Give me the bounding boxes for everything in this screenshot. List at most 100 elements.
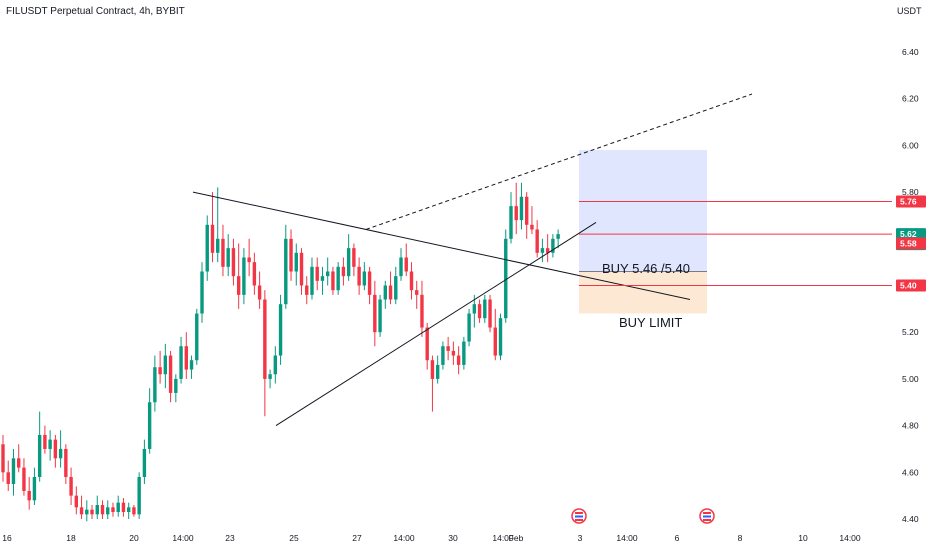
candle — [456, 346, 461, 375]
candle — [346, 234, 351, 281]
candle-body — [195, 313, 199, 361]
candle — [6, 460, 10, 491]
candle-body — [315, 266, 319, 281]
candle-body — [336, 266, 340, 291]
candle — [467, 308, 471, 347]
candle — [179, 336, 183, 384]
candle — [394, 266, 398, 305]
candle — [373, 280, 377, 347]
x-tick-label: 20 — [129, 533, 139, 543]
candle-body — [252, 262, 257, 286]
candle — [142, 439, 147, 484]
candle-body — [467, 313, 471, 342]
candle — [310, 257, 314, 300]
candle — [530, 206, 534, 235]
y-tick-label: 4.80 — [902, 421, 919, 431]
candle — [336, 262, 340, 295]
candle-body — [504, 238, 508, 319]
candle — [498, 313, 503, 361]
event-flag-stripe — [575, 512, 583, 514]
candle-body — [409, 271, 414, 291]
candle — [252, 252, 257, 295]
candle-body — [69, 476, 73, 496]
candle-body — [106, 507, 110, 515]
buy-annotation: BUY 5.46 /5.40 — [602, 261, 690, 276]
candle-body — [441, 346, 445, 365]
x-tick-label: 6 — [675, 533, 680, 543]
candle — [37, 411, 42, 482]
candle-body — [79, 507, 84, 515]
candle-body — [100, 504, 105, 515]
candle — [352, 243, 356, 277]
candle — [430, 355, 435, 412]
candle-body — [477, 304, 482, 319]
candle — [90, 504, 94, 519]
candle — [525, 192, 529, 239]
candle-body — [346, 248, 351, 277]
candle-body — [6, 472, 10, 484]
x-tick-label: 3 — [578, 533, 583, 543]
candle-body — [530, 224, 534, 230]
candle-body — [462, 341, 466, 365]
candle-body — [1, 444, 5, 473]
candle — [126, 502, 131, 519]
candle-body — [200, 271, 204, 314]
candle — [514, 182, 518, 235]
candle — [147, 388, 152, 454]
x-tick-label: Feb — [509, 533, 524, 543]
event-flag-icon[interactable] — [571, 508, 587, 524]
candle-body — [435, 364, 440, 379]
y-axis-unit: USDT — [897, 6, 922, 16]
candle-body — [226, 248, 230, 267]
candle-body — [17, 458, 21, 468]
candle-body — [95, 504, 99, 515]
candle — [488, 294, 492, 333]
candle-body — [284, 238, 288, 305]
candle — [273, 346, 278, 384]
candle-body — [85, 509, 89, 515]
x-tick-label: 8 — [738, 533, 743, 543]
candle-body — [289, 238, 293, 272]
candle — [477, 299, 482, 323]
candle-body — [179, 346, 183, 379]
x-tick-label: 23 — [225, 533, 235, 543]
candle-body — [116, 502, 120, 512]
candle-body — [514, 206, 518, 221]
candle-body — [415, 290, 419, 295]
event-flag-stripe — [703, 515, 711, 518]
event-flag-icon[interactable] — [699, 508, 715, 524]
candle — [236, 243, 241, 309]
y-tick-label: 5.20 — [902, 327, 919, 337]
candle — [247, 238, 251, 277]
candle — [27, 476, 31, 510]
candle — [79, 495, 84, 519]
candle — [268, 369, 272, 389]
price-label-box — [896, 237, 926, 250]
candle — [325, 257, 330, 286]
candle-body — [320, 276, 325, 281]
candle-body — [27, 490, 31, 501]
candle — [357, 257, 361, 295]
candle — [64, 444, 68, 484]
candle-body — [174, 378, 178, 393]
profit-zone — [579, 150, 707, 272]
x-tick-label: 10 — [798, 533, 808, 543]
y-tick-label: 6.20 — [902, 94, 919, 104]
candle-body — [142, 448, 147, 477]
candle — [341, 257, 346, 286]
candle-body — [153, 367, 157, 403]
y-tick-label: 6.40 — [902, 47, 919, 57]
candle — [556, 229, 560, 249]
candle — [483, 294, 487, 323]
candle-body — [456, 355, 461, 365]
y-tick-label: 4.60 — [902, 467, 919, 477]
candle — [100, 500, 105, 519]
candle — [58, 430, 63, 468]
candle-body — [236, 276, 241, 295]
candle-body — [519, 196, 524, 221]
candle — [294, 243, 298, 286]
candle-body — [488, 299, 492, 328]
ascending-trendline — [275, 222, 597, 427]
